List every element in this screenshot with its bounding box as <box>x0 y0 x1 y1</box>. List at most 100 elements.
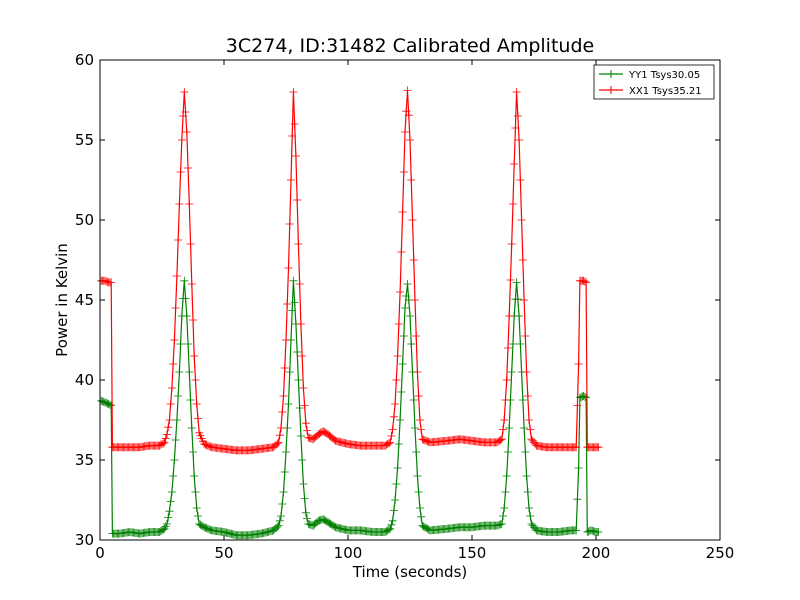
data-point <box>180 88 189 96</box>
data-point <box>522 472 531 480</box>
data-point <box>189 448 197 456</box>
data-point <box>404 111 413 120</box>
data-point <box>387 432 396 440</box>
data-point <box>387 520 396 529</box>
data-point <box>505 424 514 432</box>
data-point <box>392 376 401 384</box>
data-point <box>295 404 304 412</box>
data-point <box>403 86 412 95</box>
data-point <box>162 520 171 528</box>
data-point <box>162 430 171 439</box>
data-point <box>414 488 423 496</box>
data-point <box>181 294 190 303</box>
data-point <box>502 472 511 480</box>
data-point <box>159 439 168 448</box>
data-point <box>518 256 527 264</box>
data-point <box>290 120 299 128</box>
data-point <box>502 376 511 384</box>
legend: YY1 Tsys30.05 XX1 Tsys35.21 <box>593 64 715 100</box>
data-point <box>182 128 191 136</box>
data-point <box>187 280 196 288</box>
data-point <box>282 336 290 344</box>
data-point <box>388 516 397 525</box>
data-point <box>289 88 298 96</box>
data-point <box>273 439 282 448</box>
data-point <box>289 276 298 285</box>
data-point <box>384 525 393 534</box>
data-point <box>190 352 199 360</box>
data-point <box>391 400 400 408</box>
data-point <box>520 424 529 432</box>
data-point <box>293 348 302 356</box>
data-point <box>516 340 525 348</box>
data-point <box>518 396 527 404</box>
data-point <box>296 320 305 328</box>
data-point <box>594 443 603 452</box>
data-point <box>501 488 510 496</box>
data-point <box>507 240 516 248</box>
data-point <box>160 438 169 447</box>
data-point <box>191 376 200 384</box>
data-point <box>171 304 180 312</box>
data-point <box>190 472 199 480</box>
data-point <box>572 443 581 452</box>
data-point <box>192 400 201 408</box>
data-point <box>386 524 395 533</box>
data-point <box>389 506 398 515</box>
data-point <box>397 248 406 256</box>
data-point <box>192 504 201 512</box>
data-point <box>413 368 422 376</box>
data-point <box>397 388 406 396</box>
data-point <box>172 416 181 424</box>
data-point <box>508 200 517 208</box>
data-point <box>399 332 408 340</box>
data-point <box>300 401 309 410</box>
data-point <box>500 504 509 512</box>
data-point <box>166 400 175 408</box>
x-tick-label: 150 <box>458 544 487 562</box>
data-point <box>176 340 185 348</box>
data-point <box>291 152 300 160</box>
data-point <box>396 416 405 424</box>
data-point <box>166 497 175 506</box>
data-point <box>301 508 310 517</box>
data-point <box>165 507 174 516</box>
legend-label-yy1: YY1 Tsys30.05 <box>628 70 700 81</box>
data-point <box>298 352 307 360</box>
data-point <box>165 416 174 424</box>
data-point <box>193 414 202 423</box>
data-point <box>415 416 424 424</box>
data-point <box>299 480 308 488</box>
legend-label-xx1: XX1 Tsys35.21 <box>629 86 702 97</box>
data-point <box>181 108 190 116</box>
data-point <box>525 416 534 424</box>
data-point <box>523 488 532 496</box>
data-point <box>274 438 283 447</box>
data-point <box>279 488 288 496</box>
data-point <box>409 256 418 264</box>
data-point <box>278 408 287 416</box>
data-point <box>407 176 416 184</box>
data-point <box>522 368 531 376</box>
data-point <box>182 312 191 320</box>
data-point <box>398 208 407 216</box>
data-point <box>180 276 189 285</box>
data-point <box>393 464 402 472</box>
data-point <box>280 468 289 476</box>
data-point <box>107 278 116 287</box>
data-point <box>413 472 422 480</box>
data-point <box>523 392 532 400</box>
data-point <box>290 298 299 307</box>
data-point <box>417 512 426 521</box>
data-point <box>414 392 423 400</box>
data-point <box>512 88 521 96</box>
data-point <box>503 344 512 352</box>
data-point <box>515 136 524 144</box>
data-point <box>167 384 176 392</box>
y-tick-label: 35 <box>75 451 94 469</box>
data-point <box>406 312 414 320</box>
chart-title: 3C274, ID:31482 Calibrated Amplitude <box>226 35 594 57</box>
y-tick-label: 30 <box>75 531 94 549</box>
data-point <box>399 168 408 176</box>
